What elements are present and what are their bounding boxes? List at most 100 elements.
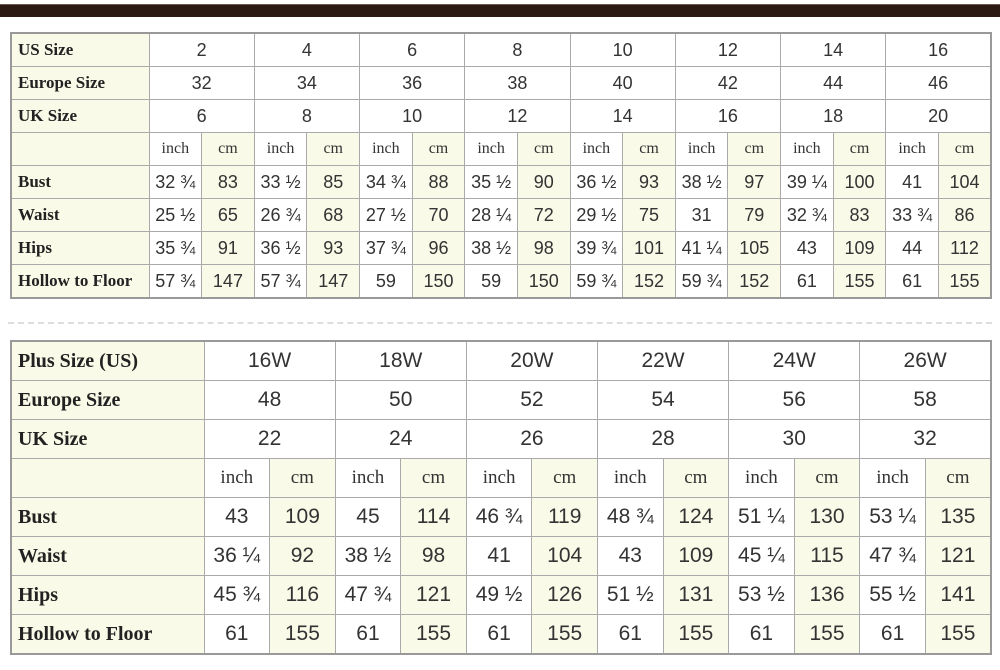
cm-value: 152 — [727, 264, 782, 299]
cm-value: 90 — [516, 165, 571, 199]
unit-inch: inch — [674, 132, 729, 166]
size-cell: 42 — [674, 66, 782, 100]
size-row: UK Size 6 8 10 12 14 16 18 20 — [10, 99, 992, 133]
size-cell: 22 — [203, 419, 336, 459]
size-cell: 6 — [148, 99, 255, 133]
size-cell: 24 — [334, 419, 467, 459]
inch-value: 32 ¾ — [780, 198, 834, 232]
unit-cm: cm — [516, 132, 571, 166]
measure-label: Waist — [10, 198, 150, 232]
inch-value: 26 ¾ — [253, 198, 308, 232]
cm-value: 68 — [306, 198, 361, 232]
cm-value: 155 — [937, 264, 992, 299]
size-cell: 40 — [569, 66, 676, 100]
unit-inch: inch — [203, 458, 271, 498]
size-row: UK Size 22 24 26 28 30 32 — [10, 419, 992, 459]
cm-value: 155 — [662, 614, 730, 655]
inch-value: 41 ¼ — [674, 231, 729, 265]
cm-value: 85 — [306, 165, 361, 199]
unit-cm: cm — [269, 458, 336, 498]
size-cell: 14 — [780, 32, 887, 67]
cm-value: 97 — [727, 165, 782, 199]
size-cell: 18W — [334, 340, 467, 381]
size-cell: 48 — [203, 380, 336, 420]
inch-value: 61 — [334, 614, 402, 655]
row-label: UK Size — [10, 99, 150, 133]
inch-value: 28 ¼ — [464, 198, 518, 232]
empty-label — [10, 458, 205, 498]
inch-value: 61 — [728, 614, 795, 655]
measure-row: Waist 25 ½ 65 26 ¾ 68 27 ½ 70 28 ¼ 72 29 ½ 75 31 79 3… — [10, 198, 992, 232]
cm-value: 116 — [269, 575, 336, 615]
unit-inch: inch — [859, 458, 926, 498]
cm-value: 155 — [793, 614, 861, 655]
unit-cm: cm — [832, 132, 887, 166]
measure-row: Hollow to Floor 61 155 61 155 61 155 61 155 61 155… — [10, 614, 992, 655]
inch-value: 48 ¾ — [596, 497, 664, 537]
inch-value: 59 ¾ — [674, 264, 729, 299]
cm-value: 112 — [937, 231, 992, 265]
size-cell: 56 — [728, 380, 861, 420]
unit-row: inch cm inch cm inch cm inch cm inch cm inch cm — [10, 458, 992, 498]
cm-value: 86 — [937, 198, 992, 232]
inch-value: 57 ¾ — [148, 264, 203, 299]
unit-cm: cm — [727, 132, 782, 166]
inch-value: 41 — [465, 536, 533, 576]
inch-value: 36 ¼ — [203, 536, 271, 576]
cm-value: 147 — [306, 264, 361, 299]
measure-label: Hollow to Floor — [10, 614, 205, 655]
measure-label: Hollow to Floor — [10, 264, 150, 299]
unit-cm: cm — [662, 458, 730, 498]
cm-value: 72 — [516, 198, 571, 232]
size-cell: 20 — [885, 99, 992, 133]
cm-value: 115 — [793, 536, 861, 576]
measure-label: Bust — [10, 165, 150, 199]
inch-value: 31 — [674, 198, 729, 232]
size-cell: 24W — [728, 340, 861, 381]
cm-value: 126 — [531, 575, 598, 615]
size-cell: 16 — [674, 99, 782, 133]
unit-cm: cm — [622, 132, 676, 166]
cm-value: 88 — [411, 165, 466, 199]
size-cell: 10 — [569, 32, 676, 67]
size-row: Europe Size 32 34 36 38 40 42 44 46 — [10, 66, 992, 100]
cm-value: 109 — [832, 231, 887, 265]
measure-row: Bust 32 ¾ 83 33 ½ 85 34 ¾ 88 35 ½ 90 36 ½ 93 38 ½ 97… — [10, 165, 992, 199]
cm-value: 70 — [411, 198, 466, 232]
header-bar — [0, 4, 1000, 17]
measure-label: Bust — [10, 497, 205, 537]
inch-value: 37 ¾ — [359, 231, 413, 265]
inch-value: 59 ¾ — [569, 264, 624, 299]
unit-inch: inch — [334, 458, 402, 498]
size-cell: 12 — [464, 99, 571, 133]
unit-inch: inch — [569, 132, 624, 166]
size-cell: 18 — [780, 99, 887, 133]
inch-value: 46 ¾ — [465, 497, 533, 537]
size-cell: 54 — [596, 380, 730, 420]
cm-value: 121 — [400, 575, 467, 615]
inch-value: 35 ½ — [464, 165, 518, 199]
cm-value: 83 — [832, 198, 887, 232]
size-row: Plus Size (US) 16W 18W 20W 22W 24W 26W — [10, 340, 992, 381]
inch-value: 44 — [885, 231, 939, 265]
row-label: US Size — [10, 32, 150, 67]
size-cell: 28 — [596, 419, 730, 459]
size-cell: 8 — [253, 99, 361, 133]
unit-cm: cm — [937, 132, 992, 166]
inch-value: 45 ¾ — [203, 575, 271, 615]
cm-value: 98 — [516, 231, 571, 265]
cm-value: 135 — [924, 497, 992, 537]
inch-value: 61 — [465, 614, 533, 655]
inch-value: 45 — [334, 497, 402, 537]
inch-value: 51 ¼ — [728, 497, 795, 537]
inch-value: 59 — [359, 264, 413, 299]
inch-value: 27 ½ — [359, 198, 413, 232]
cm-value: 136 — [793, 575, 861, 615]
cm-value: 92 — [269, 536, 336, 576]
unit-inch: inch — [885, 132, 939, 166]
cm-value: 105 — [727, 231, 782, 265]
cm-value: 93 — [306, 231, 361, 265]
size-cell: 32 — [859, 419, 992, 459]
size-cell: 4 — [253, 32, 361, 67]
inch-value: 47 ¾ — [334, 575, 402, 615]
